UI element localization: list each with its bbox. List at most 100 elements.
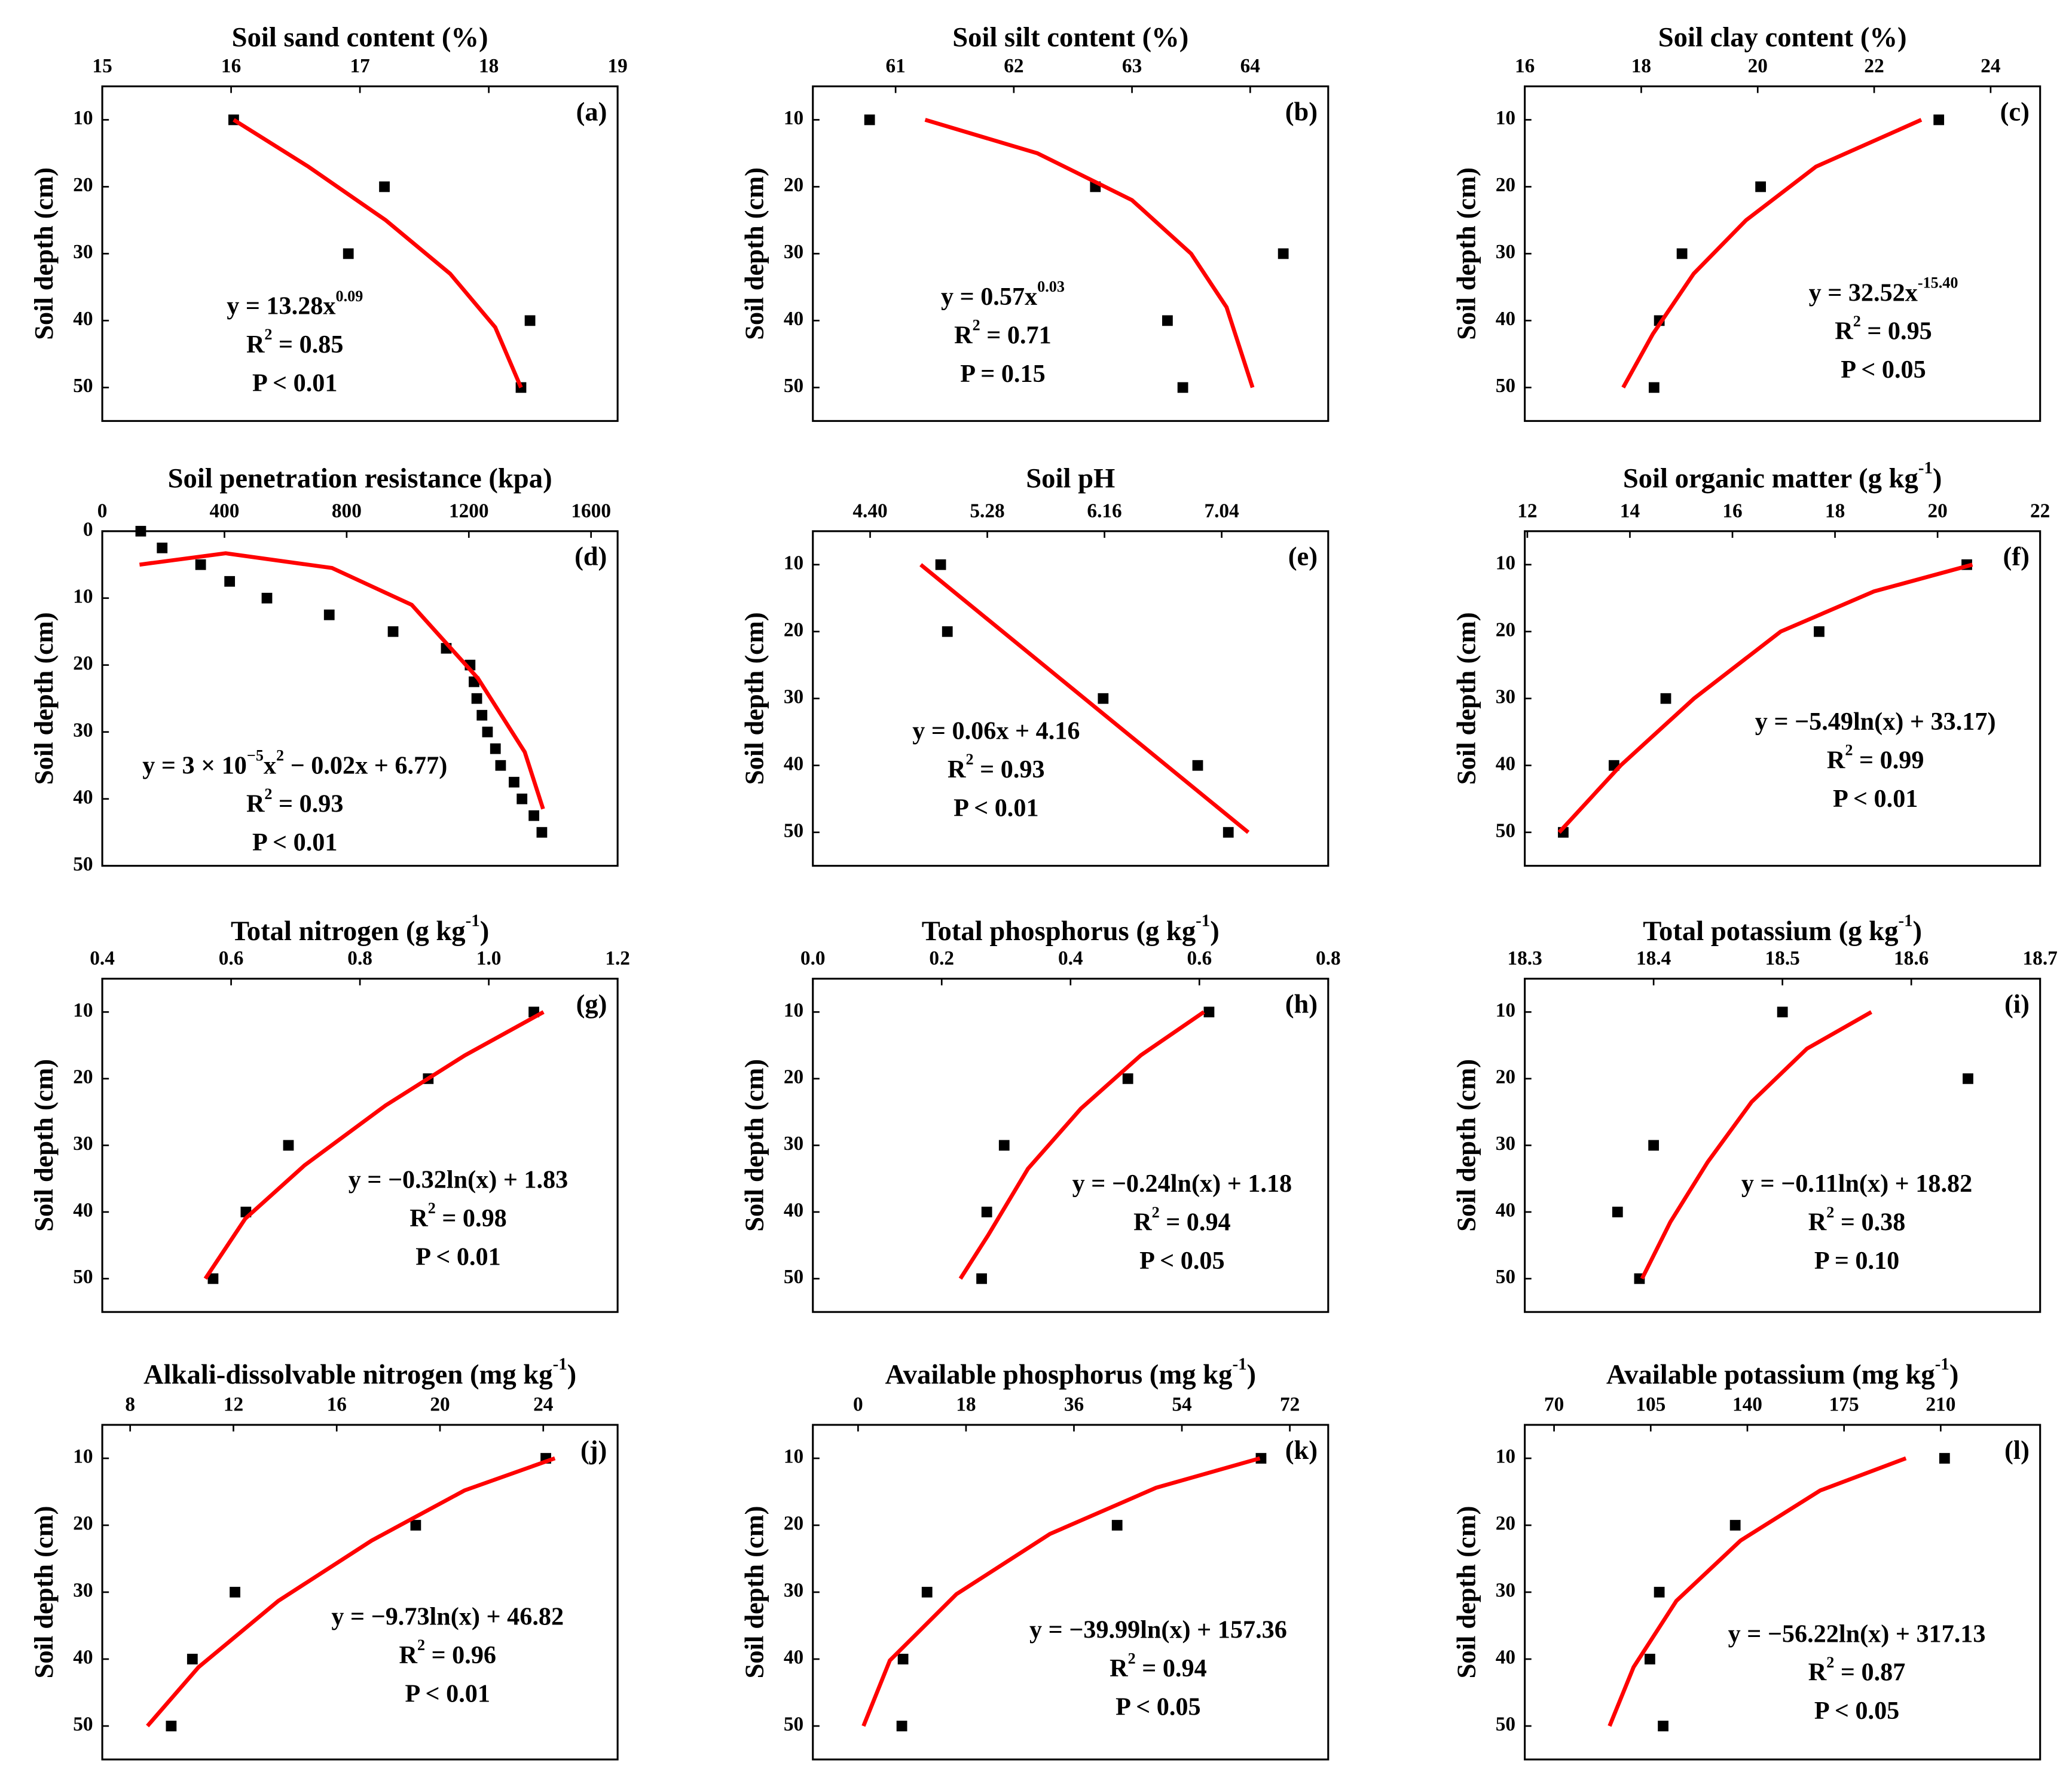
fit-annotation: P < 0.01	[405, 1679, 490, 1708]
y-tick-label: 30	[1496, 686, 1515, 708]
fit-annotation: P < 0.05	[1116, 1693, 1200, 1721]
y-tick-label: 30	[784, 686, 803, 708]
data-point	[261, 592, 273, 604]
data-point	[935, 559, 946, 570]
panel-title-run: )	[1210, 916, 1220, 947]
fit-curve	[1557, 562, 1973, 834]
fit-annotation-run: R	[1808, 1658, 1827, 1686]
plot-frame	[812, 1424, 1330, 1761]
x-tick-label: 0	[97, 500, 108, 522]
x-tick-label: 24	[533, 1394, 554, 1416]
panel-label: (a)	[576, 96, 607, 126]
data-point	[224, 576, 236, 587]
y-tick-label: 30	[1496, 1133, 1515, 1155]
data-point	[1654, 1587, 1665, 1598]
fit-annotation: R2 = 0.95	[1835, 313, 1932, 345]
x-tick-label: 800	[332, 500, 362, 522]
fit-curve	[139, 551, 545, 810]
y-axis-label: Soil depth (cm)	[739, 612, 769, 785]
fit-annotation-run: y = −0.24ln(x) + 1.18	[1072, 1170, 1292, 1198]
x-tick-label: 6.16	[1087, 500, 1121, 522]
fit-annotation: P = 0.10	[1814, 1247, 1899, 1275]
fit-annotation: y = −0.32ln(x) + 1.83	[349, 1165, 569, 1194]
fit-annotation: P < 0.01	[954, 794, 1038, 822]
fit-annotation-run: R	[1835, 317, 1853, 345]
fit-curve	[861, 1456, 1261, 1727]
y-tick-label: 10	[73, 585, 93, 607]
panel-title-sup: -1	[1935, 1354, 1949, 1373]
data-point	[482, 726, 493, 738]
fit-annotation-run: P = 0.15	[960, 360, 1045, 388]
x-tick-label: 20	[430, 1394, 450, 1416]
y-tick-label: 10	[784, 999, 803, 1021]
fit-annotation-run: = 0.94	[1136, 1654, 1207, 1682]
data-point	[897, 1654, 909, 1664]
data-point	[921, 1587, 933, 1598]
plot-frame	[101, 530, 619, 867]
fit-annotation-run: R	[1133, 1208, 1152, 1236]
fit-annotation: R2 = 0.96	[399, 1636, 496, 1669]
fit-annotation-run: = 0.99	[1853, 746, 1924, 774]
x-tick-label: 400	[209, 500, 239, 522]
y-tick-label: 30	[784, 241, 803, 263]
data-point	[1648, 1140, 1660, 1151]
plot-frame	[812, 85, 1330, 422]
fit-annotation-sup: 2	[264, 326, 272, 343]
data-point	[528, 810, 540, 821]
fit-annotation-run: P < 0.01	[405, 1679, 490, 1708]
panel-label: (l)	[2004, 1435, 2030, 1465]
data-point	[1729, 1520, 1741, 1531]
panel-title-run: Total potassium (g kg	[1643, 916, 1898, 947]
y-tick-label: 50	[73, 1266, 93, 1288]
y-tick-label: 30	[73, 1133, 93, 1155]
data-point	[230, 1587, 240, 1598]
y-tick-label: 30	[1496, 241, 1515, 263]
data-point	[1648, 382, 1660, 393]
plot-frame	[1524, 530, 2042, 867]
data-point	[524, 315, 536, 326]
x-tick-label: 18.3	[1507, 947, 1542, 969]
fit-annotation-sup: 2	[1845, 742, 1853, 759]
x-tick-label: 15	[92, 55, 112, 77]
data-point	[1658, 1721, 1668, 1731]
fit-annotation-run: = 0.93	[974, 755, 1045, 784]
panel-title-run: Available potassium (mg kg	[1606, 1359, 1935, 1390]
x-tick-label: 36	[1064, 1394, 1084, 1416]
y-tick-label: 10	[73, 1446, 93, 1468]
x-tick-label: 20	[1748, 55, 1768, 77]
plot-frame	[812, 977, 1330, 1313]
panel-label: (c)	[2000, 96, 2030, 126]
x-tick-label: 18	[956, 1394, 976, 1416]
y-tick-label: 10	[1496, 1446, 1515, 1468]
data-point	[323, 609, 335, 620]
panel-title-sup: -1	[1918, 458, 1933, 477]
x-tick-label: 0.6	[1187, 947, 1212, 969]
x-tick-label: 17	[350, 55, 369, 77]
y-tick-label: 30	[784, 1133, 803, 1155]
x-tick-label: 7.04	[1204, 500, 1239, 522]
y-axis-label: Soil depth (cm)	[739, 1506, 769, 1679]
x-tick-label: 140	[1732, 1394, 1762, 1416]
fit-annotation: P = 0.15	[960, 360, 1045, 388]
panel-title: Soil organic matter (g kg-1)	[1623, 458, 1942, 494]
y-tick-label: 10	[73, 107, 93, 129]
panel-title-run: )	[1913, 916, 1923, 947]
fit-annotation-sup: 0.03	[1037, 278, 1065, 295]
x-tick-label: 175	[1829, 1394, 1859, 1416]
y-tick-label: 20	[1496, 1513, 1515, 1535]
fit-annotation-run: R	[399, 1641, 417, 1669]
fit-annotation-run: R	[1808, 1208, 1827, 1236]
data-point	[476, 709, 488, 721]
data-point	[495, 760, 506, 771]
y-axis-label: Soil depth (cm)	[29, 612, 59, 785]
x-tick-label: 0.4	[1058, 947, 1083, 969]
y-tick-label: 30	[784, 1580, 803, 1602]
y-tick-label: 40	[1496, 308, 1515, 330]
x-tick-label: 16	[327, 1394, 347, 1416]
panel-title-run: Alkali-dissolvable nitrogen (mg kg	[143, 1359, 553, 1390]
data-point	[1676, 248, 1688, 259]
y-tick-label: 20	[73, 652, 93, 674]
fit-annotation-run: P < 0.01	[252, 369, 337, 397]
y-tick-label: 40	[73, 1647, 93, 1669]
data-point	[1111, 1520, 1123, 1531]
